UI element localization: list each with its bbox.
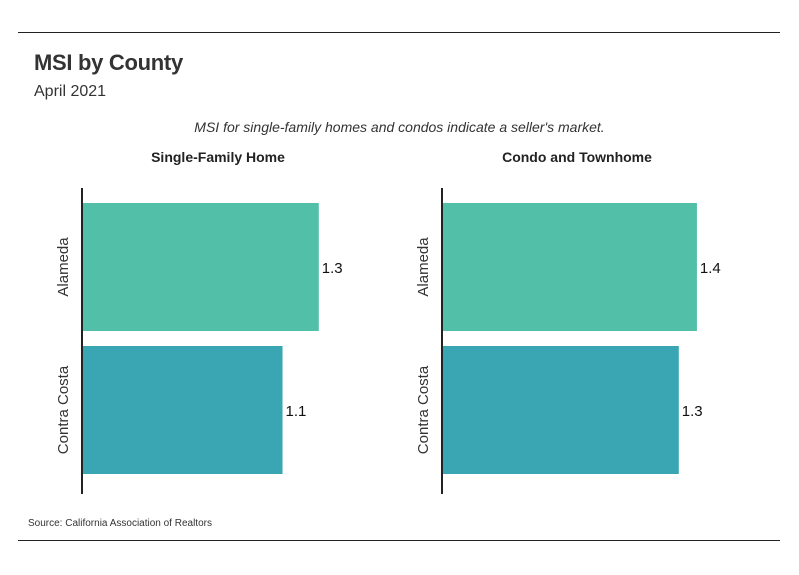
value-label: 1.3 [682, 403, 703, 420]
bar [443, 346, 679, 474]
value-label: 1.1 [286, 403, 307, 420]
chart-note: MSI for single-family homes and condos i… [194, 119, 605, 135]
bar [443, 203, 697, 331]
source-note: Source: California Association of Realto… [28, 518, 212, 529]
bar [83, 203, 319, 331]
category-tick-label: Contra Costa [415, 365, 432, 454]
category-tick-label: Alameda [415, 237, 432, 297]
chart-title: MSI by County [34, 50, 183, 75]
chart-subtitle: April 2021 [34, 83, 107, 100]
panel-title: Condo and Townhome [502, 149, 652, 165]
category-tick-label: Alameda [55, 237, 72, 297]
value-label: 1.4 [700, 260, 721, 277]
value-label: 1.3 [322, 260, 343, 277]
category-tick-label: Contra Costa [55, 365, 72, 454]
bottom-rule [18, 540, 780, 541]
bar [83, 346, 283, 474]
top-rule [18, 32, 780, 33]
panel-title: Single-Family Home [151, 149, 285, 165]
